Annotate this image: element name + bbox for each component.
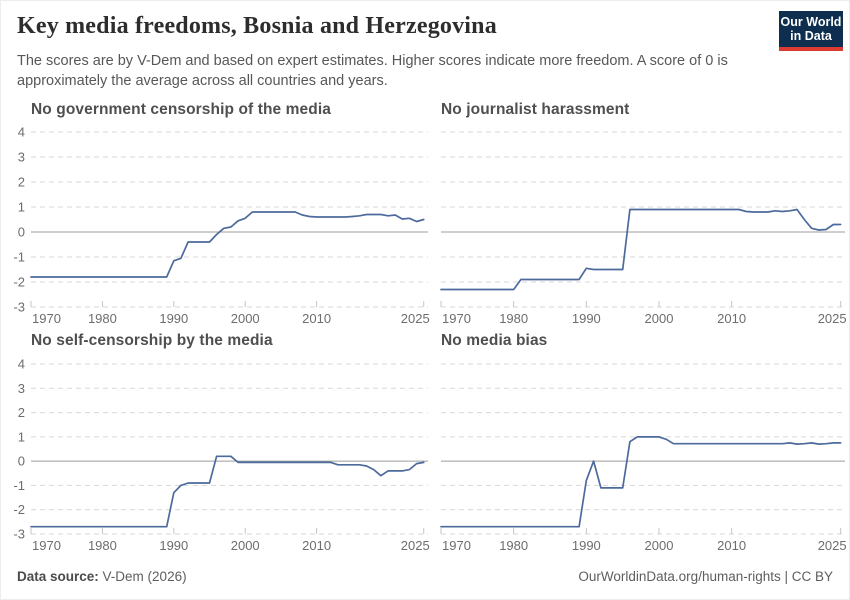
y-axis-label: 2 [18, 405, 25, 420]
data-source-label: Data source: [17, 569, 99, 584]
x-axis-label: 1970 [442, 311, 471, 326]
page-title: Key media freedoms, Bosnia and Herzegovi… [17, 13, 497, 39]
data-line [30, 211, 425, 278]
y-axis-label: -3 [13, 300, 25, 315]
x-axis-label: 2010 [302, 311, 331, 326]
owid-logo-line2: in Data [790, 29, 832, 43]
x-axis-label: 2010 [717, 311, 746, 326]
x-axis-label: 1990 [572, 538, 601, 553]
y-axis-label: 1 [18, 429, 25, 444]
y-axis-label: -2 [13, 502, 25, 517]
y-axis-label: -3 [13, 527, 25, 542]
y-axis-label: 3 [18, 381, 25, 396]
x-axis-label: 1990 [572, 311, 601, 326]
line-chart: 4 3 2 1 0 -1 -2 -3 1970 1980 1990 2000 2010 2025 [13, 125, 430, 327]
x-axis-label: 1980 [499, 311, 528, 326]
y-axis-label: 0 [18, 454, 25, 469]
data-line [30, 455, 425, 528]
data-source-value: V-Dem (2026) [102, 569, 187, 584]
data-line [440, 208, 842, 291]
x-axis-label: 1990 [159, 538, 188, 553]
x-axis-label: 2025 [818, 538, 847, 553]
x-axis-label: 1980 [88, 538, 117, 553]
figure-subtitle: The scores are by V-Dem and based on exp… [17, 53, 728, 90]
y-axis-label: -1 [13, 250, 25, 265]
chart-title: No government censorship of the media [31, 101, 331, 118]
x-axis-label: 2000 [231, 311, 260, 326]
owid-logo-line1: Our World [780, 14, 842, 29]
x-axis-label: 1970 [32, 311, 61, 326]
y-axis-label: 2 [18, 175, 25, 190]
y-axis-label: 4 [18, 125, 25, 140]
x-axis-label: 1980 [88, 311, 117, 326]
chart-panel-media-bias: No media bias 1970 1980 1990 2000 2010 2025 [421, 328, 850, 567]
line-chart: 1970 1980 1990 2000 2010 2025 [440, 131, 847, 326]
chart-panel-government-censorship: No government censorship of the media 4 3… [1, 97, 431, 336]
x-axis-label: 1980 [499, 538, 528, 553]
chart-panel-journalist-harassment: No journalist harassment 1970 1980 1990 200… [421, 97, 850, 336]
y-axis-label: 4 [18, 357, 25, 372]
y-axis-label: 0 [18, 225, 25, 240]
x-axis-label: 2025 [401, 538, 430, 553]
chart-title: No self-censorship by the media [31, 332, 273, 349]
x-axis-label: 2025 [818, 311, 847, 326]
y-axis-label: 1 [18, 200, 25, 215]
x-axis-label: 2010 [717, 538, 746, 553]
x-axis-label: 1970 [442, 538, 471, 553]
x-axis-label: 2010 [302, 538, 331, 553]
line-chart: 1970 1980 1990 2000 2010 2025 [440, 363, 847, 553]
chart-title: No media bias [441, 332, 548, 349]
line-chart: 4 3 2 1 0 -1 -2 -3 1970 1980 1990 2000 2010 2025 [13, 357, 430, 554]
x-axis-label: 1970 [32, 538, 61, 553]
owid-logo[interactable]: Our World in Data [779, 11, 843, 51]
x-axis-label: 2000 [231, 538, 260, 553]
x-axis-label: 2025 [401, 311, 430, 326]
x-axis-label: 2000 [645, 311, 674, 326]
y-axis-label: 3 [18, 150, 25, 165]
chart-title: No journalist harassment [441, 101, 630, 118]
x-axis-label: 2000 [645, 538, 674, 553]
chart-panel-self-censorship: No self-censorship by the media 4 3 2 1 0 -1 -… [1, 328, 431, 567]
data-source: Data source: V-Dem (2026) [17, 569, 187, 584]
y-axis-label: -2 [13, 275, 25, 290]
footer-link[interactable]: OurWorldinData.org/human-rights | CC BY [578, 569, 833, 584]
x-axis-label: 1990 [159, 311, 188, 326]
y-axis-label: -1 [13, 478, 25, 493]
data-line [440, 436, 842, 528]
